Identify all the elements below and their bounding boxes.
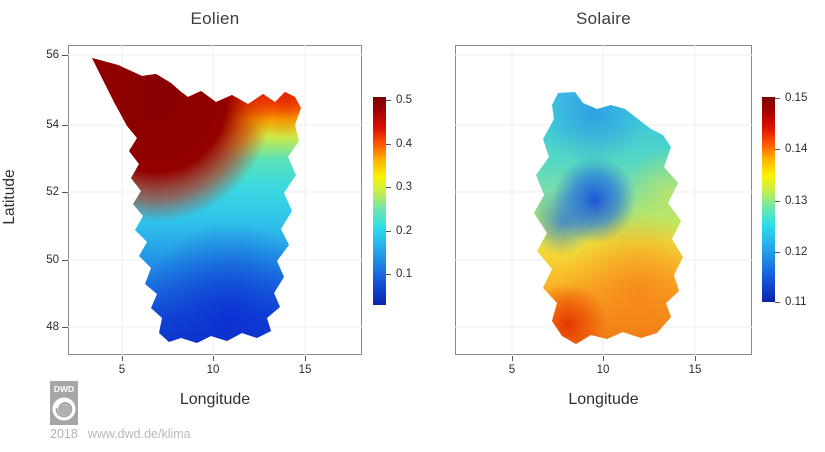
panel-title-eolien: Eolien (190, 9, 240, 28)
germany-map-solaire (534, 92, 683, 344)
y-tick (62, 327, 68, 328)
colorbar-tick-label: 0.11 (785, 296, 807, 308)
germany-heatmap-eolien (68, 45, 362, 355)
y-tick-label: 48 (46, 321, 59, 333)
colorbar-tick-label: 0.5 (396, 94, 412, 106)
colorbar-tick (775, 201, 780, 202)
colorbar-tick (775, 98, 780, 99)
y-tick-label: 52 (46, 186, 59, 198)
dwd-logo: DWD (50, 381, 78, 425)
colorbar-tick (386, 187, 391, 188)
colorbar-solaire (762, 97, 775, 302)
colorbar-tick (775, 252, 780, 253)
footer-url: www.dwd.de/klima (87, 427, 191, 441)
x-tick (695, 356, 696, 361)
x-tick-label: 15 (688, 364, 702, 376)
x-tick-label: 5 (508, 364, 516, 376)
colorbar-tick-label: 0.15 (785, 92, 808, 104)
spiral-icon (55, 401, 73, 418)
x-tick (305, 356, 306, 361)
y-tick (62, 260, 68, 261)
dwd-logo-text: DWD (54, 384, 74, 394)
y-axis-label: Latitude (1, 169, 18, 225)
panel-title-solaire: Solaire (575, 9, 632, 28)
colorbar-tick (386, 144, 391, 145)
y-tick (62, 192, 68, 193)
y-tick (62, 125, 68, 126)
x-tick-label: 5 (118, 364, 126, 376)
x-tick (512, 356, 513, 361)
colorbar-tick (775, 149, 780, 150)
colorbar-tick (386, 231, 391, 232)
x-tick (603, 356, 604, 361)
footer-credit: 2018 www.dwd.de/klima (50, 427, 191, 441)
germany-heatmap-solaire (455, 45, 752, 355)
colorbar-tick-label: 0.2 (396, 225, 412, 237)
x-tick (122, 356, 123, 361)
colorbar-tick (386, 100, 391, 101)
x-tick-label: 10 (206, 364, 220, 376)
y-tick-label: 54 (46, 119, 59, 131)
y-tick (62, 55, 68, 56)
y-tick-label: 50 (46, 254, 59, 266)
x-tick (213, 356, 214, 361)
y-tick-label: 56 (46, 49, 59, 61)
x-axis-label-solaire: Longitude (568, 391, 639, 408)
colorbar-tick (775, 302, 780, 303)
colorbar-tick (386, 274, 391, 275)
colorbar-eolien (373, 97, 386, 305)
colorbar-tick-label: 0.3 (396, 181, 412, 193)
x-tick-label: 15 (298, 364, 312, 376)
colorbar-tick-label: 0.12 (785, 246, 808, 258)
footer-year: 2018 (50, 427, 78, 441)
germany-map-eolien (92, 58, 301, 343)
x-tick-label: 10 (596, 364, 610, 376)
colorbar-tick-label: 0.13 (785, 195, 808, 207)
colorbar-tick-label: 0.1 (396, 268, 412, 280)
colorbar-tick-label: 0.4 (396, 138, 412, 150)
colorbar-tick-label: 0.14 (785, 143, 808, 155)
x-axis-label-eolien: Longitude (179, 391, 251, 408)
